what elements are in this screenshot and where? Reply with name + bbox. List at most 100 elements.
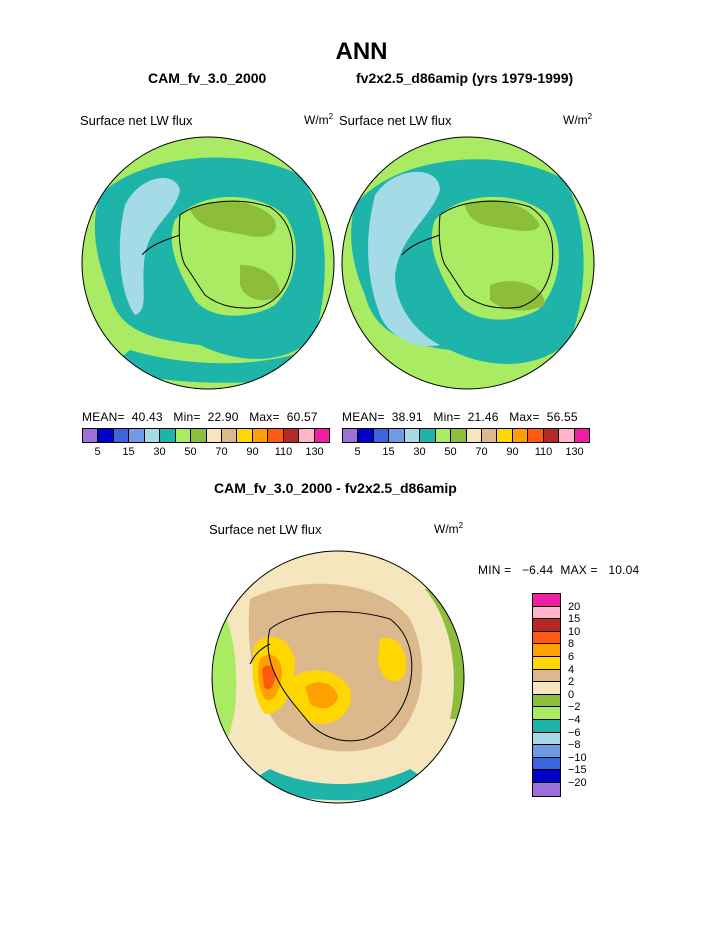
colorbar-tick-label: 30 — [153, 446, 166, 458]
panel2-variable-label: Surface net LW flux — [339, 113, 452, 128]
colorbar-tick-label: 15 — [568, 613, 581, 626]
colorbar-swatch — [206, 429, 222, 442]
panel1-stats: MEAN= 40.43 Min= 22.90 Max= 60.57 — [82, 410, 318, 424]
colorbar-swatch — [466, 429, 482, 442]
colorbar-swatch — [512, 429, 529, 442]
colorbar-tick-label: −8 — [568, 739, 581, 752]
colorbar-tick-label: −10 — [568, 751, 587, 764]
panel1-units: W/m2 — [304, 112, 333, 127]
colorbar-swatch — [533, 644, 560, 657]
colorbar-swatch — [221, 429, 238, 442]
colorbar-swatch — [533, 719, 560, 733]
panel1-variable-label: Surface net LW flux — [80, 113, 193, 128]
peninsula-coastline — [401, 234, 441, 256]
colorbar-swatch — [113, 429, 130, 442]
colorbar-swatch — [533, 757, 560, 771]
colorbar-tick-label: −20 — [568, 777, 587, 789]
colorbar-tick-label: 2 — [568, 676, 575, 689]
colorbar-tick-label: 110 — [274, 446, 293, 458]
units-exponent: 2 — [328, 112, 334, 121]
colorbar-swatch — [343, 429, 359, 442]
colorbar-tick-label: 15 — [122, 446, 135, 458]
panel2-polar-map — [341, 136, 595, 390]
colorbar-tick-label: 15 — [382, 446, 395, 458]
diff-colorbar — [532, 593, 561, 797]
colorbar-swatch — [129, 429, 145, 442]
colorbar-swatch — [451, 429, 467, 442]
diff-colorbar-tick-labels: 20 15 10 8 6 4 2 0 −2 −4 −6 −8 −10 −15 −20 — [568, 593, 608, 803]
panel1-case-title: CAM_fv_3.0_2000 — [148, 70, 267, 86]
light-blue-region — [368, 171, 440, 347]
panel2-stats: MEAN= 38.91 Min= 21.46 Max= 56.55 — [342, 410, 578, 424]
colorbar-tick-label: −6 — [568, 726, 581, 739]
units-exponent: 2 — [587, 112, 593, 121]
colorbar-swatch — [533, 682, 560, 695]
colorbar-swatch — [533, 707, 560, 720]
colorbar-tick-label: 130 — [305, 446, 324, 458]
colorbar-cells — [82, 428, 330, 443]
colorbar-tick-label: 4 — [568, 663, 575, 676]
colorbar-tick-label: 70 — [215, 446, 228, 458]
colorbar-swatch — [299, 429, 315, 442]
colorbar-swatch — [533, 770, 560, 783]
olive-patch — [465, 200, 540, 231]
antarctic-coastline — [267, 611, 413, 742]
colorbar-swatch — [533, 782, 560, 796]
colorbar-swatch — [83, 429, 99, 442]
diff-variable-label: Surface net LW flux — [209, 522, 322, 537]
colorbar-tick-labels: 5 15 30 50 70 90 110 130 — [342, 443, 590, 458]
colorbar-swatch — [559, 429, 575, 442]
antarctic-coastline — [178, 200, 294, 309]
panel1-polar-map — [81, 136, 335, 390]
colorbar-swatch — [389, 429, 405, 442]
colorbar-tick-label: 130 — [565, 446, 584, 458]
colorbar-swatch — [533, 732, 560, 746]
orange-region-central — [305, 682, 338, 709]
colorbar-swatch — [268, 429, 284, 442]
colorbar-swatch — [175, 429, 192, 442]
colorbar-swatch — [420, 429, 436, 442]
colorbar-tick-label: 6 — [568, 651, 575, 663]
olive-patch-south — [490, 281, 545, 311]
olive-patch-south — [240, 265, 280, 301]
colorbar-swatch — [98, 429, 114, 442]
peninsula-coastline — [249, 643, 271, 665]
colorbar-tick-label: −2 — [568, 701, 581, 714]
panel2-units: W/m2 — [563, 112, 592, 127]
colorbar-swatch — [533, 606, 560, 620]
colorbar-swatch — [533, 745, 560, 758]
colorbar-swatch — [533, 594, 560, 607]
colorbar-tick-label: 50 — [444, 446, 457, 458]
map-outline — [211, 550, 465, 804]
map-outline — [341, 136, 595, 390]
colorbar-tick-label: −15 — [568, 764, 587, 777]
colorbar-tick-label: 50 — [184, 446, 197, 458]
map-outline — [81, 136, 335, 390]
figure-title: ANN — [335, 38, 388, 65]
diff-colorbar-cells — [532, 593, 561, 797]
units-base: W/m — [434, 522, 459, 536]
colorbar-swatch — [283, 429, 300, 442]
colorbar-swatch — [533, 631, 560, 645]
colorbar-swatch — [435, 429, 452, 442]
colorbar-swatch — [191, 429, 207, 442]
light-blue-region — [119, 178, 180, 315]
colorbar-tick-label: 30 — [413, 446, 426, 458]
colorbar-tick-label: 0 — [568, 688, 575, 701]
colorbar-swatch — [574, 429, 589, 442]
colorbar-swatch — [314, 429, 329, 442]
diff-stats: MIN = −6.44 MAX = 10.04 — [478, 563, 640, 577]
diff-units: W/m2 — [434, 521, 463, 536]
units-base: W/m — [563, 113, 588, 127]
colorbar-swatch — [252, 429, 269, 442]
colorbar-tick-label: 90 — [506, 446, 519, 458]
diff-polar-map — [211, 550, 465, 804]
colorbar-swatch — [358, 429, 374, 442]
colorbar-tick-label: 20 — [568, 600, 581, 613]
colorbar-swatch — [404, 429, 421, 442]
panel2-case-title: fv2x2.5_d86amip (yrs 1979-1999) — [356, 70, 574, 86]
colorbar-swatch — [533, 694, 560, 708]
peninsula-coastline — [141, 234, 181, 256]
colorbar-swatch — [543, 429, 560, 442]
colorbar-tick-label: 110 — [534, 446, 553, 458]
